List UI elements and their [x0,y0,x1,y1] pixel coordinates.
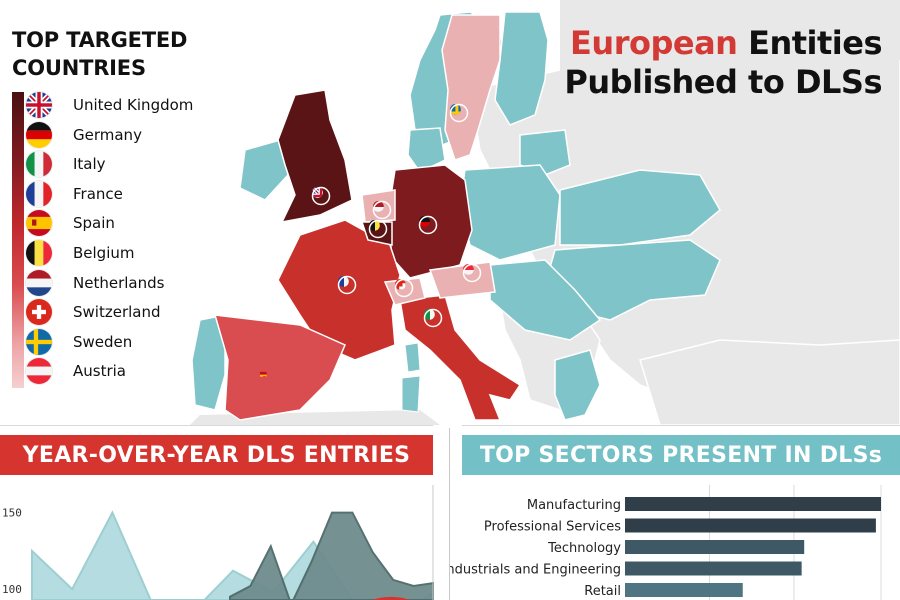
spain-shape [213,314,346,421]
north-land-right [560,0,900,90]
legend-item-label: Belgium [73,244,135,262]
uk-flag-icon [26,92,52,118]
legend-item: Germany [26,120,142,150]
sector-bar [625,497,881,511]
legend-list: United Kingdom Germany Italy France Spain Bel… [12,92,222,392]
yoy-area-chart: 150 100 [2,485,434,600]
legend-item: Netherlands [26,268,164,298]
map-germany-flag-icon [418,215,438,235]
switzerland-flag-icon [26,299,52,326]
legend-title: TOP TARGETED COUNTRIES [12,26,222,82]
sector-bar [625,561,802,576]
legend: TOP TARGETED COUNTRIES United Kingdom Ger… [12,26,222,392]
map-uk-flag-icon [311,186,331,206]
legend-item: Sweden [26,327,132,357]
corsica-shape [404,342,421,373]
title-line1-rest: Entities [748,24,882,62]
sector-label: Manufacturing [527,498,621,513]
section-divider-left [0,425,433,426]
legend-item-label: Italy [73,155,106,174]
belgium-flag-icon [26,240,52,266]
sardinia-shape [401,375,421,413]
france-flag-icon [26,180,52,207]
germany-shape [387,164,473,279]
sector-label: Technology [547,541,621,556]
legend-item-label: Sweden [73,332,133,351]
red-marker-shape [372,596,410,600]
legend-item-label: Switzerland [73,303,161,322]
legend-item: France [26,179,123,209]
baltic-shape [519,129,571,176]
legend-item-label: France [73,184,123,203]
italy-flag-icon [26,151,52,178]
map-spain-flag-icon [260,371,267,377]
greece-shape [554,349,601,421]
map-sweden-flag-icon [449,103,469,123]
legend-item-label: Germany [73,125,142,144]
austria-flag-icon [26,358,52,385]
sector-label: Professional Services [484,520,621,535]
europe-map-graphic [190,0,900,425]
sectors-bar-chart: Manufacturing Professional Services Techno… [450,485,882,600]
legend-item: Switzerland [26,297,161,327]
switzerland-shape [383,277,426,306]
title-line2: Published to DLSs [564,63,882,101]
sector-label: Retail [584,584,621,599]
page-title: European Entities Published to DLSs [564,24,882,102]
germany-flag-icon [26,121,52,148]
legend-title-line1: TOP TARGETED [12,28,188,52]
portugal-shape [191,314,226,411]
map-belgium-flag-icon [368,219,388,239]
legend-gradient-bar [12,92,24,388]
belarus-shape [559,169,721,246]
section-divider-right [462,425,900,426]
poland-shape [459,164,561,261]
legend-item-label: Austria [73,362,126,381]
legend-item: Belgium [26,238,135,268]
north-africa-land [190,410,440,425]
y-tick-label: 150 [2,507,22,520]
legend-item: United Kingdom [26,90,193,120]
turkey-land [639,339,900,425]
legend-item: Austria [26,356,126,386]
sweden-flag-icon [26,328,52,355]
vertical-separator [449,428,450,600]
legend-item: Italy [26,149,106,179]
yoy-chart-header: YEAR-OVER-YEAR DLS ENTRIES [0,435,433,475]
sector-bar [625,540,805,554]
sectors-chart-header: TOP SECTORS PRESENT IN DLSs [462,435,900,475]
legend-item-label: Netherlands [73,273,165,292]
area-series-2 [229,511,434,600]
uk-shape [277,89,353,224]
europe-map: TOP TARGETED COUNTRIES United Kingdom Ger… [12,0,900,425]
map-italy-flag-icon [423,308,443,328]
sweden-shape [441,14,501,161]
legend-item: Spain [26,208,115,238]
sector-label: Industrials and Engineering [450,563,621,578]
hungary-romania-shape [489,259,602,341]
spain-flag-icon [26,210,52,237]
sector-bar [625,583,743,597]
map-netherlands-flag-icon [372,200,392,220]
legend-item-label: United Kingdom [73,96,194,114]
map-france-flag-icon [337,275,357,295]
map-flag-markers [260,103,482,377]
netherlands-flag-icon [26,269,52,296]
legend-title-line2: COUNTRIES [12,56,146,80]
sector-bar [625,518,876,533]
legend-item-label: Spain [73,214,115,233]
ireland-shape [239,139,289,201]
finland-shape [494,11,549,126]
title-accent-word: European [570,24,738,62]
y-tick-label: 100 [2,583,22,596]
map-switzerland-flag-icon [394,278,414,298]
map-austria-flag-icon [462,263,482,283]
